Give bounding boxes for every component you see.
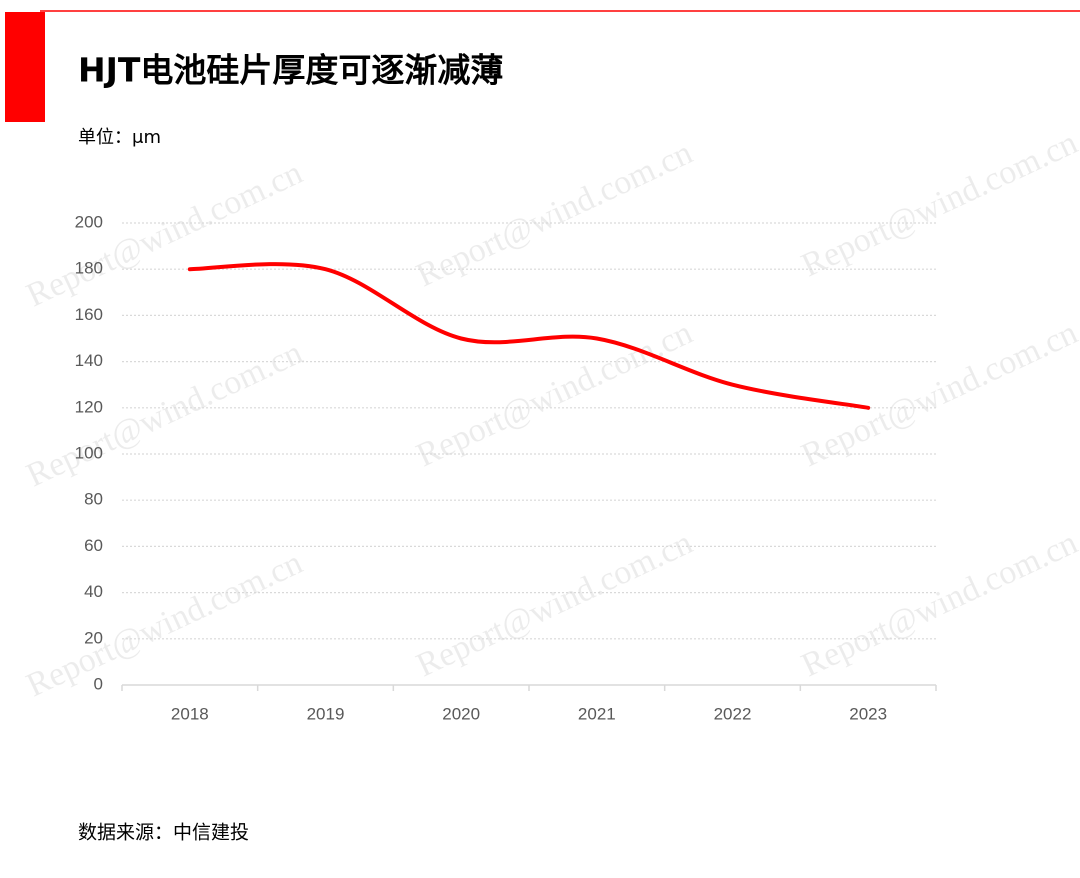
x-tick-label: 2019 bbox=[307, 704, 345, 723]
y-tick-label: 40 bbox=[84, 582, 103, 601]
y-tick-label: 60 bbox=[84, 536, 103, 555]
watermark: Report@wind.com.cn bbox=[411, 134, 698, 294]
x-tick-label: 2021 bbox=[578, 704, 616, 723]
x-tick-label: 2020 bbox=[442, 704, 480, 723]
watermark: Report@wind.com.cn bbox=[21, 544, 308, 704]
watermark: Report@wind.com.cn bbox=[21, 154, 308, 314]
x-tick-label: 2018 bbox=[171, 704, 209, 723]
watermark: Report@wind.com.cn bbox=[796, 124, 1080, 284]
y-tick-label: 20 bbox=[84, 628, 103, 647]
y-tick-label: 200 bbox=[75, 212, 103, 231]
watermark: Report@wind.com.cn bbox=[796, 524, 1080, 684]
source-note: 数据来源：中信建投 bbox=[78, 822, 249, 844]
chart-title: HJT电池硅片厚度可逐渐减薄 bbox=[78, 51, 503, 90]
y-tick-label: 140 bbox=[75, 351, 103, 370]
y-tick-label: 0 bbox=[94, 674, 103, 693]
watermark: Report@wind.com.cn bbox=[796, 314, 1080, 474]
y-tick-label: 100 bbox=[75, 443, 103, 462]
y-tick-label: 80 bbox=[84, 490, 103, 509]
x-tick-label: 2023 bbox=[849, 704, 887, 723]
title-block bbox=[5, 12, 45, 122]
y-tick-label: 160 bbox=[75, 305, 103, 324]
plot: 0 20 40 60 80 100 120 140 160 180 200 2018 2019 2020 2… bbox=[75, 212, 937, 723]
watermark: Report@wind.com.cn bbox=[411, 524, 698, 684]
line-series bbox=[187, 262, 871, 410]
watermark: Report@wind.com.cn bbox=[21, 334, 308, 494]
watermarks: Report@wind.com.cn Report@wind.com.cn Repo… bbox=[21, 124, 1080, 704]
x-tick-label: 2022 bbox=[714, 704, 752, 723]
y-tick-label: 120 bbox=[75, 397, 103, 416]
unit-label: 单位：μm bbox=[78, 127, 161, 148]
y-tick-label: 180 bbox=[75, 259, 103, 278]
